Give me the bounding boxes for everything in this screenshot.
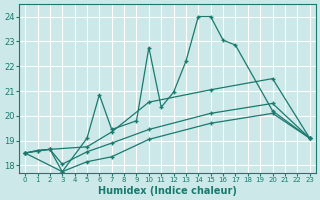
X-axis label: Humidex (Indice chaleur): Humidex (Indice chaleur) (98, 186, 237, 196)
